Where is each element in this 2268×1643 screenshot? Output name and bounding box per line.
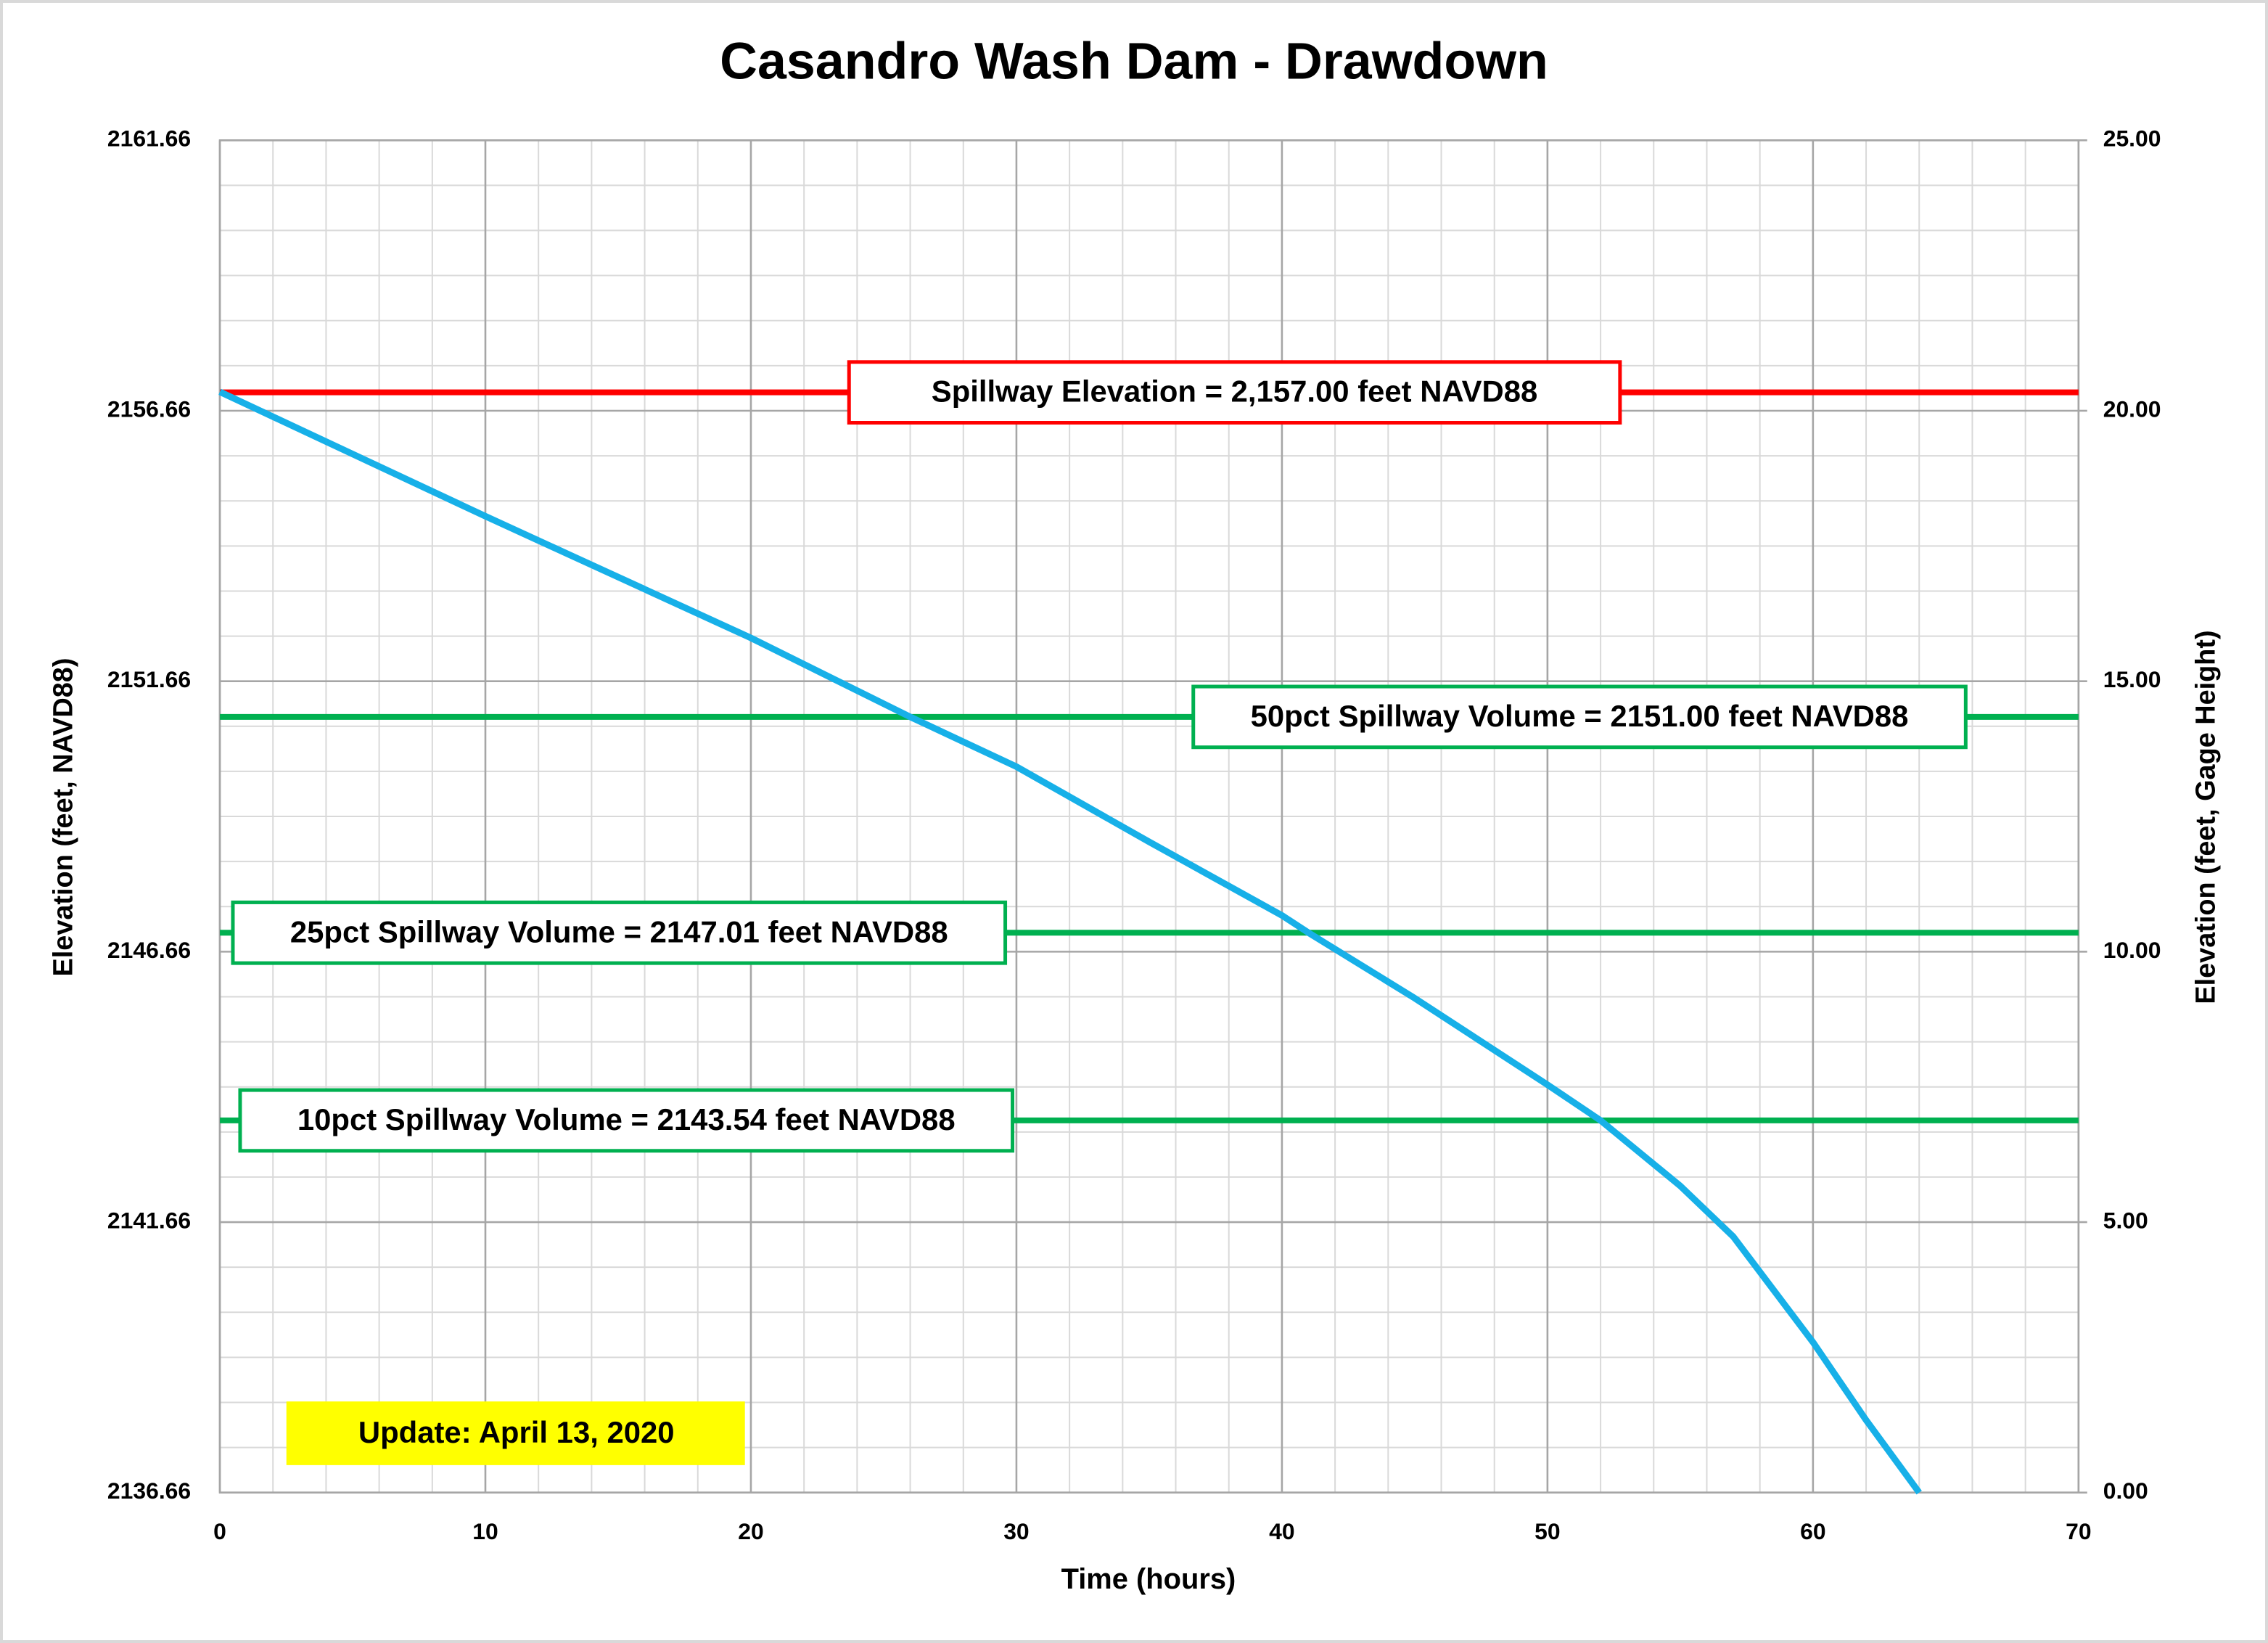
- y-tick-label: 2161.66: [107, 126, 191, 152]
- reference-label-box: [847, 360, 1622, 425]
- x-tick-label: 0: [213, 1518, 226, 1544]
- x-tick-label: 10: [472, 1518, 498, 1544]
- reference-label: 50pct Spillway Volume = 2151.00 feet NAV…: [1251, 699, 1909, 733]
- y-tick-label: 2156.66: [107, 396, 191, 422]
- y-axis-label: Elevation (feet, NAVD88): [49, 658, 79, 977]
- x-tick-label: 40: [1269, 1518, 1294, 1544]
- reference-label: 25pct Spillway Volume = 2147.01 feet NAV…: [290, 914, 948, 948]
- plot-border: [218, 139, 2080, 1494]
- annotation-text: Update: April 13, 2020: [358, 1415, 675, 1449]
- y-tick-label: 2141.66: [107, 1207, 191, 1233]
- y2-tick-label: 0.00: [2103, 1478, 2148, 1504]
- x-tick-label: 20: [738, 1518, 763, 1544]
- x-tick-label: 70: [2066, 1518, 2091, 1544]
- chart-title: Casandro Wash Dam - Drawdown: [720, 33, 1548, 91]
- reference-label-box: [238, 1088, 1015, 1153]
- y2-tick-label: 10.00: [2103, 937, 2161, 963]
- x-tick-label: 50: [1534, 1518, 1560, 1544]
- x-axis-label: Time (hours): [1061, 1563, 1236, 1595]
- reference-label-box: [1191, 684, 1968, 750]
- y2-tick-label: 15.00: [2103, 666, 2161, 692]
- x-tick-label: 30: [1003, 1518, 1029, 1544]
- reference-label: Spillway Elevation = 2,157.00 feet NAVD8…: [932, 374, 1537, 409]
- y2-tick-label: 5.00: [2103, 1207, 2148, 1233]
- y-tick-label: 2151.66: [107, 666, 191, 692]
- reference-label: 10pct Spillway Volume = 2143.54 feet NAV…: [297, 1102, 956, 1136]
- y2-tick-label: 20.00: [2103, 396, 2161, 422]
- y-tick-label: 2146.66: [107, 937, 191, 963]
- x-tick-label: 60: [1800, 1518, 1825, 1544]
- data-line: [218, 388, 1922, 1495]
- y-tick-label: 2136.66: [107, 1478, 191, 1504]
- annotation-box: [286, 1401, 745, 1465]
- y2-tick-label: 25.00: [2103, 126, 2161, 152]
- reference-label-box: [231, 900, 1008, 965]
- y2-axis-label: Elevation (feet, Gage Height): [2190, 630, 2221, 1004]
